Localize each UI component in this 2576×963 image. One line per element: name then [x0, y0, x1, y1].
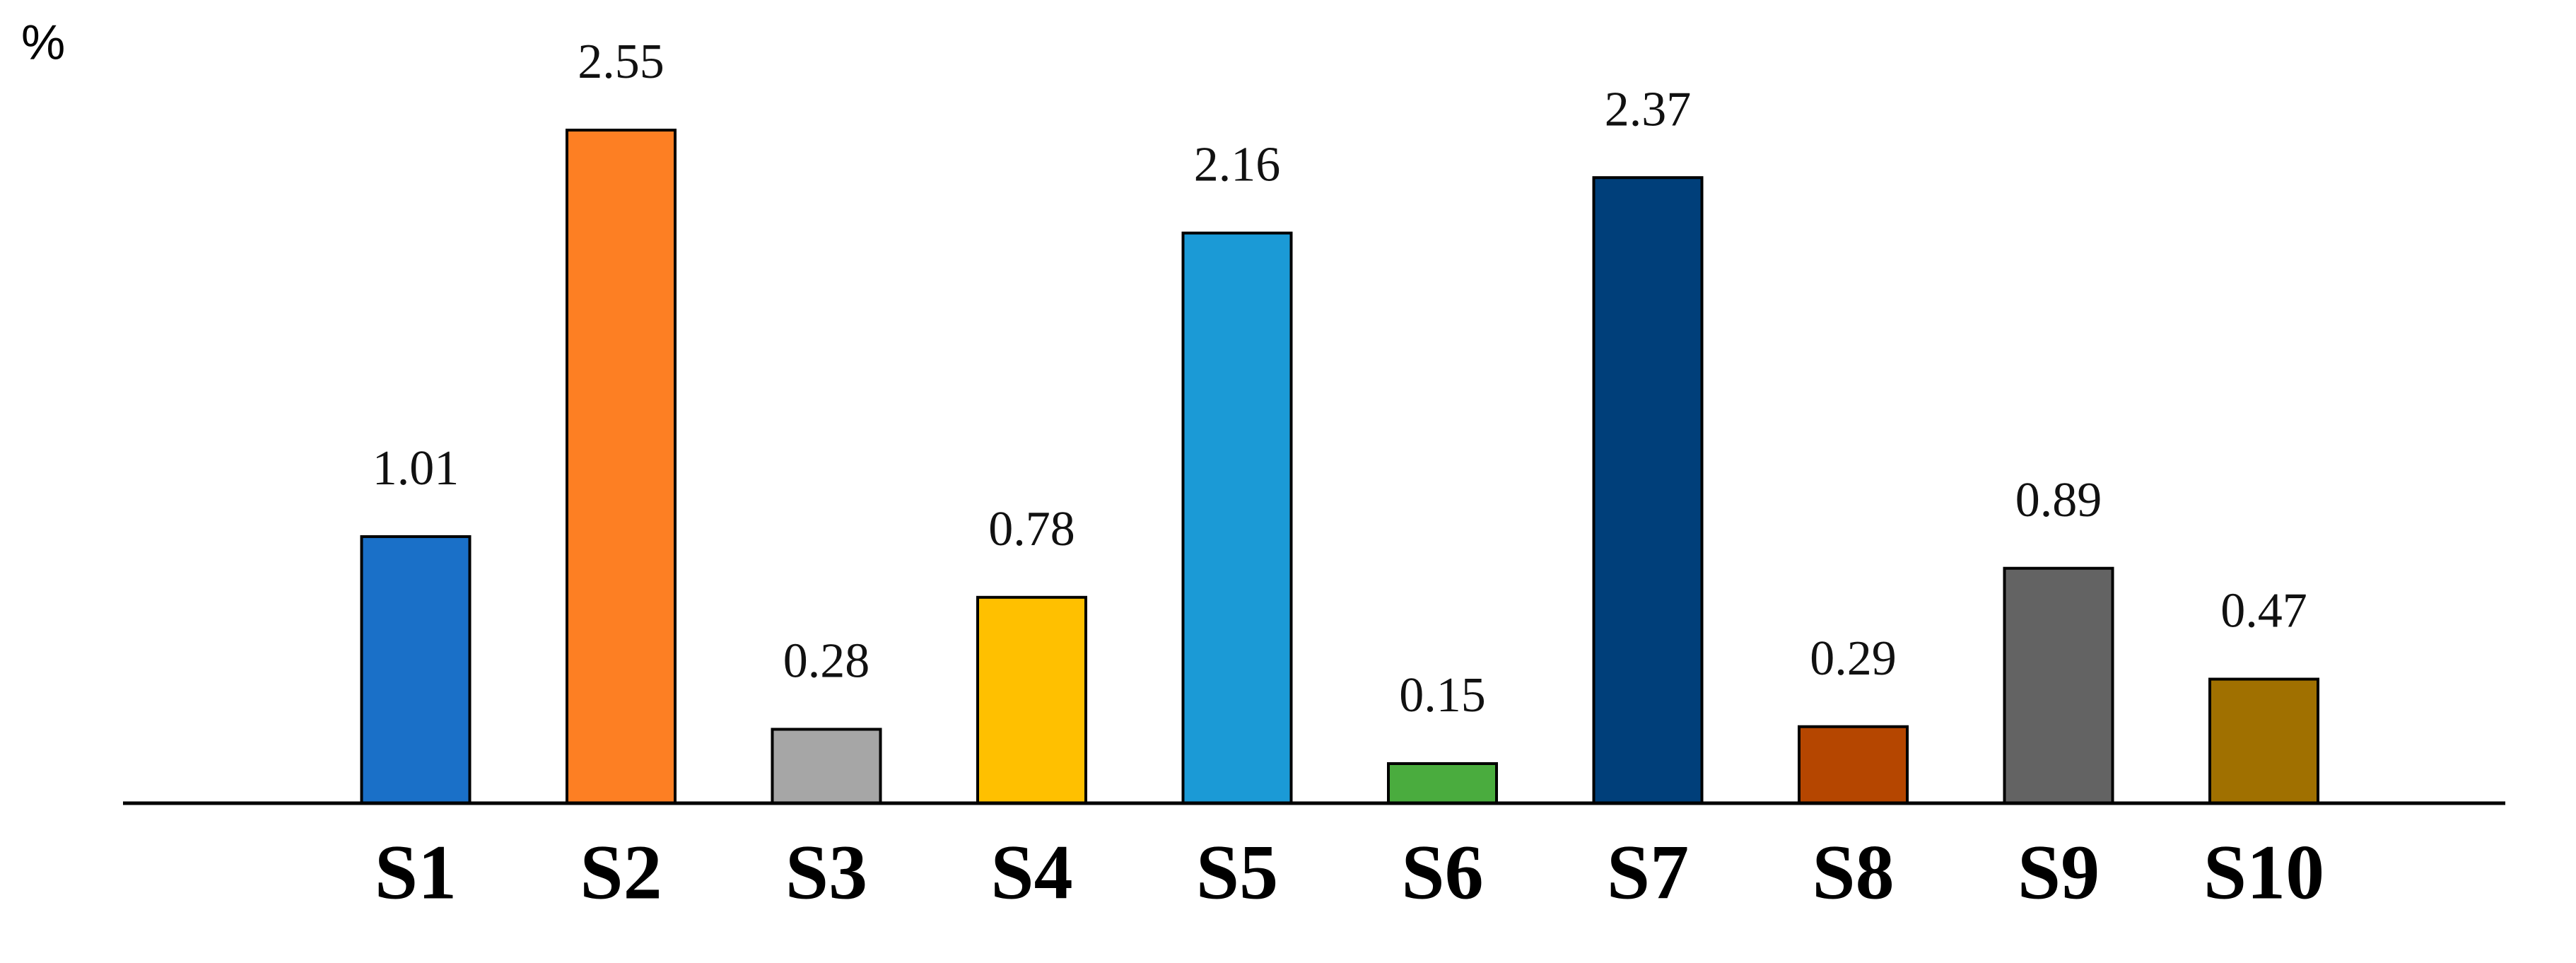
value-label: 2.55 [578, 35, 665, 89]
bar [771, 728, 882, 805]
x-tick-label: S7 [1607, 829, 1689, 915]
value-label: 0.78 [988, 502, 1075, 556]
value-label: 0.89 [2015, 473, 2102, 527]
x-tick-label: S1 [375, 829, 457, 915]
bar [566, 129, 677, 805]
value-label: 0.29 [1810, 631, 1897, 686]
value-label: 0.47 [2220, 584, 2307, 638]
bar [1387, 762, 1498, 805]
x-tick-label: S4 [990, 829, 1072, 915]
x-tick-label: S8 [1812, 829, 1894, 915]
bar [2003, 566, 2114, 805]
x-tick-label: S9 [2018, 829, 2100, 915]
bar [2208, 677, 2319, 805]
bar [1798, 725, 1909, 805]
value-label: 0.28 [783, 634, 870, 689]
bar [1592, 176, 1704, 805]
x-tick-label: S3 [785, 829, 867, 915]
x-tick-label: S2 [580, 829, 662, 915]
value-label: 1.01 [373, 441, 459, 496]
bar [976, 595, 1087, 805]
value-label: 2.37 [1605, 82, 1692, 136]
y-axis-label: % [21, 14, 65, 69]
value-label: 0.15 [1399, 668, 1486, 723]
x-tick-label: S5 [1196, 829, 1278, 915]
value-label: 2.16 [1194, 138, 1281, 192]
x-tick-label: S10 [2203, 829, 2324, 915]
bar [1181, 231, 1293, 805]
bar [360, 535, 472, 805]
x-tick-label: S6 [1401, 829, 1483, 915]
